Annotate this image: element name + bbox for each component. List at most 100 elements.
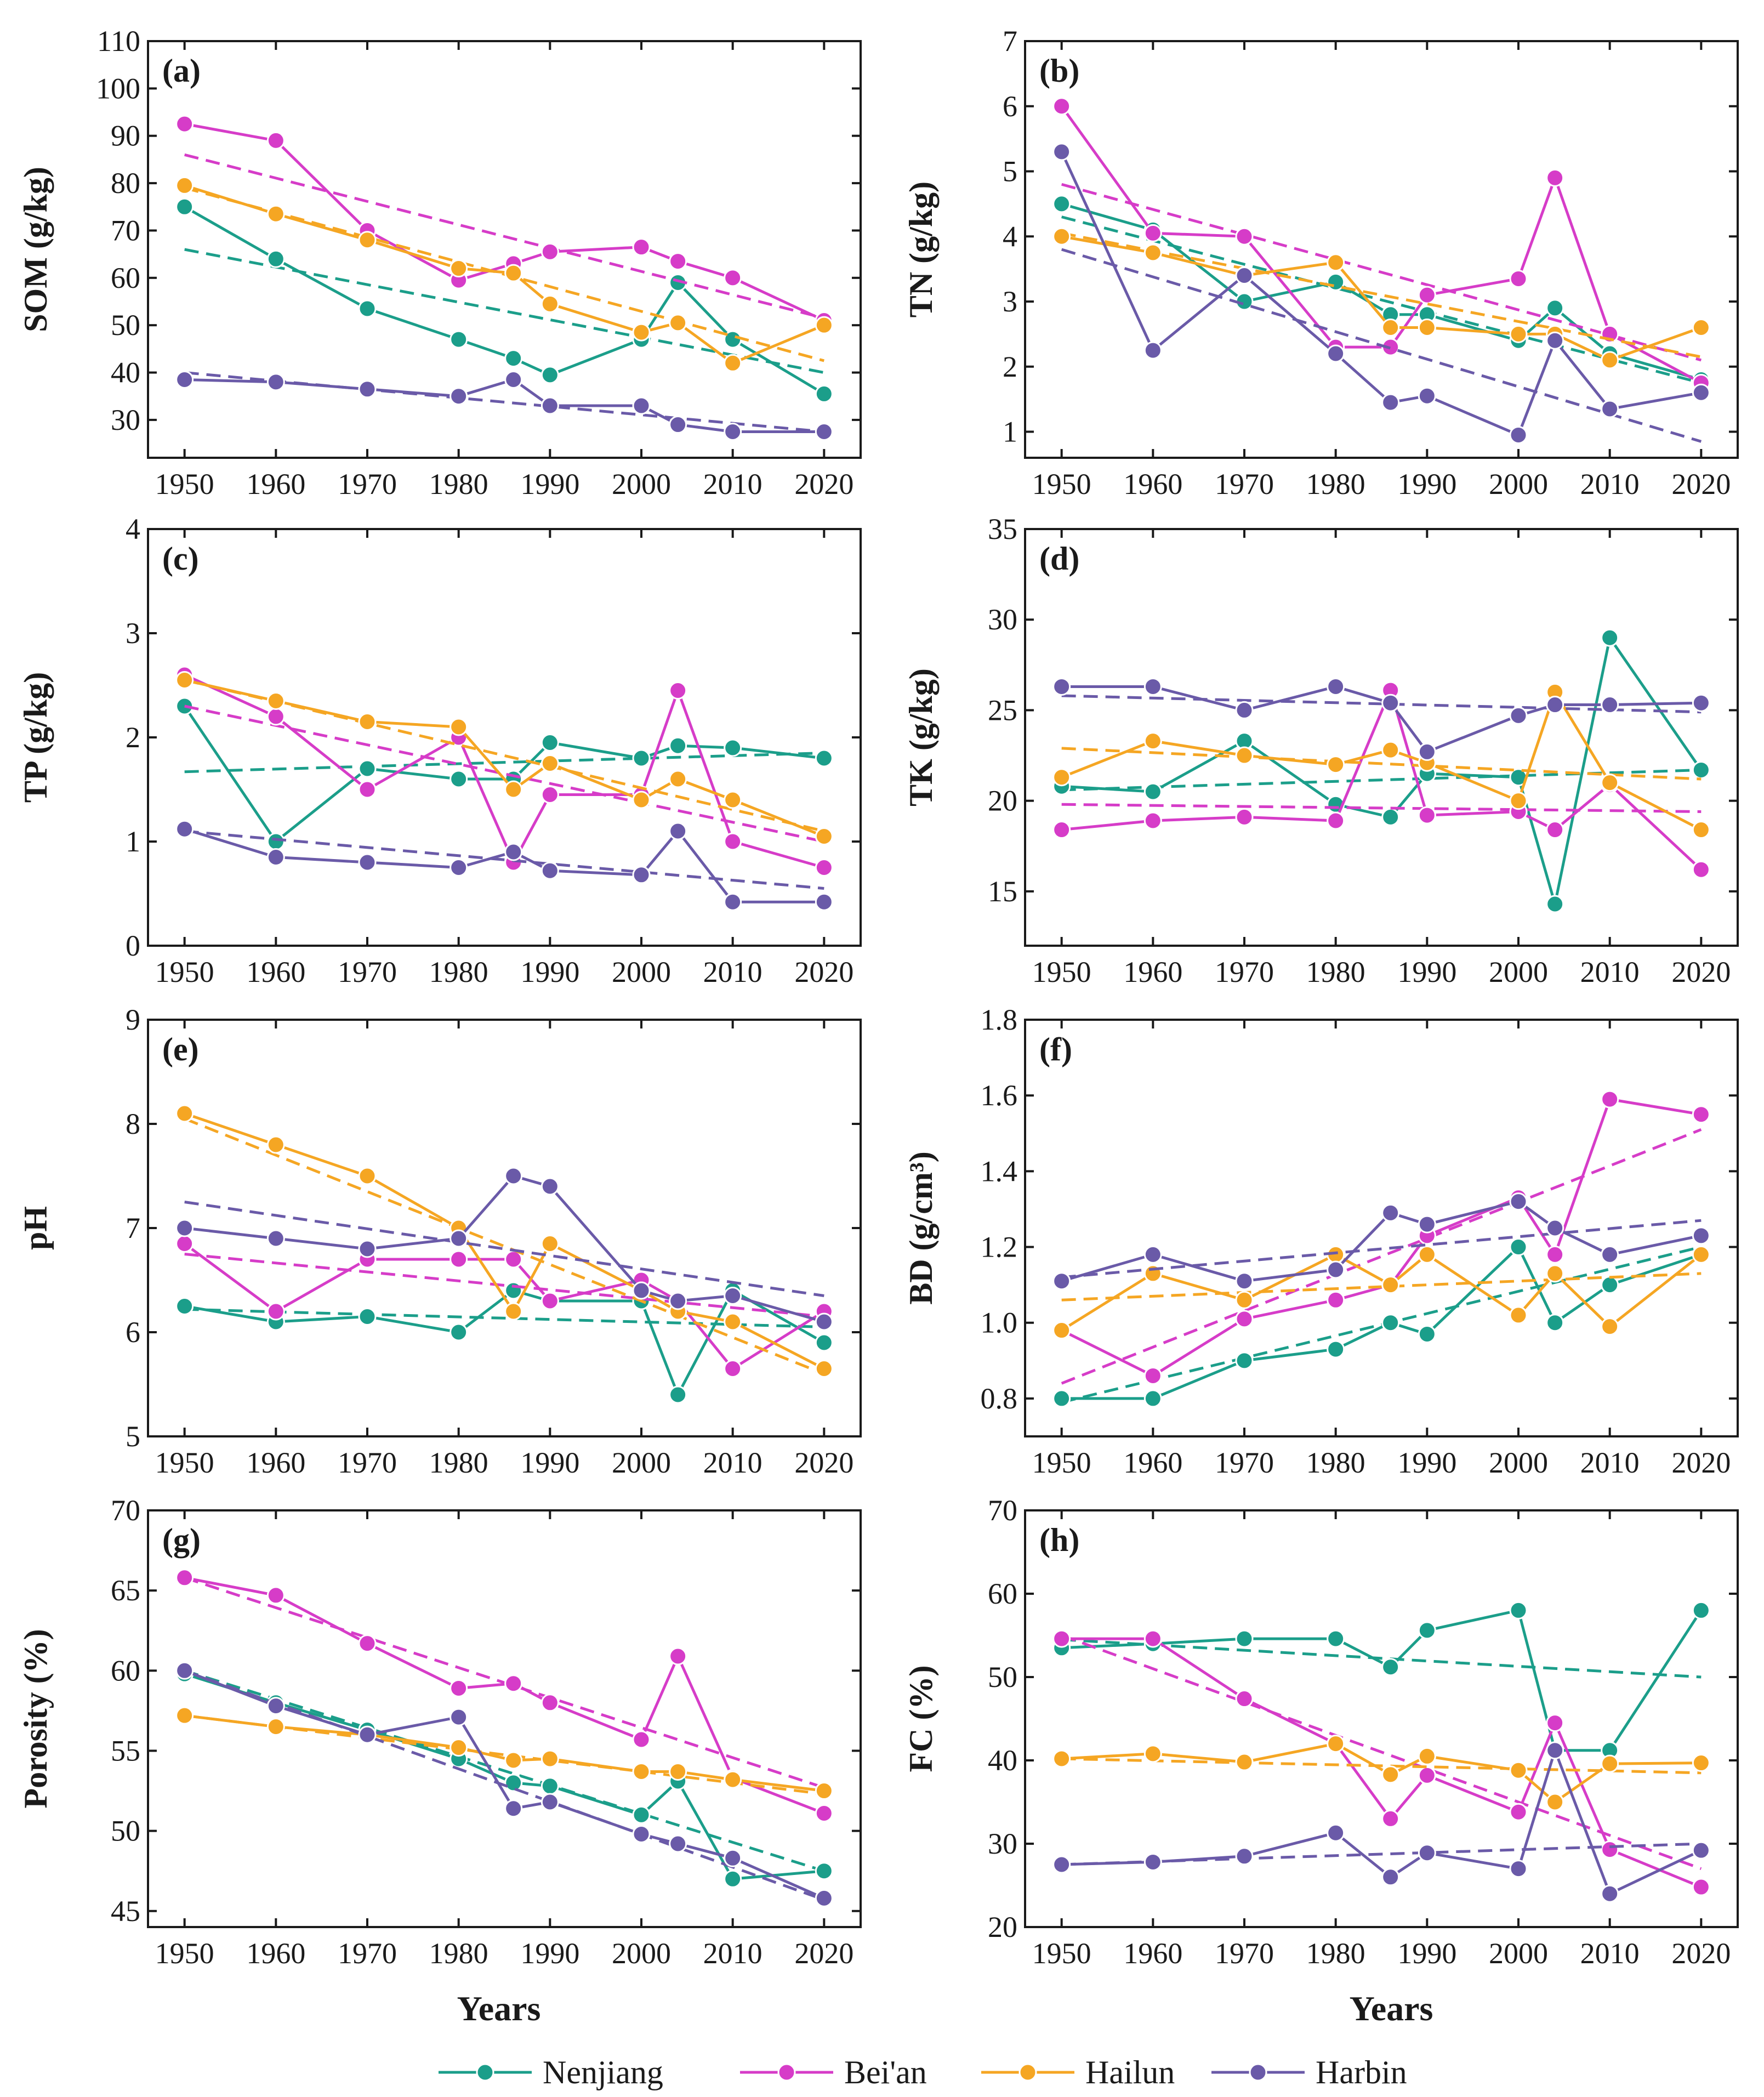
y-tick-label: 1.2	[981, 1231, 1018, 1264]
x-tick-label: 1990	[520, 1446, 579, 1479]
y-tick-label: 40	[988, 1744, 1017, 1777]
trend-line	[1061, 747, 1702, 781]
data-point	[504, 780, 523, 799]
data-point	[724, 832, 742, 851]
data-point	[669, 770, 687, 788]
data-point	[540, 1292, 559, 1310]
x-tick-label: 2020	[1671, 1446, 1731, 1479]
x-tick-label: 1960	[1123, 956, 1182, 988]
trend-line	[1061, 1842, 1702, 1866]
data-point	[540, 242, 559, 261]
series-line	[1061, 1637, 1702, 1889]
y-axis-label: TK (g/kg)	[903, 668, 939, 806]
series-line	[184, 1714, 824, 1792]
y-tick-label: 60	[111, 262, 140, 294]
y-tick-label: 6	[126, 1316, 140, 1349]
data-point	[669, 1762, 687, 1781]
x-tick-label: 1990	[520, 1937, 579, 1970]
data-point	[815, 384, 833, 403]
data-point	[175, 1235, 194, 1253]
y-tick-label: 1.4	[981, 1155, 1018, 1187]
data-point	[1381, 1658, 1400, 1677]
y-tick-label: 60	[111, 1654, 140, 1687]
data-point	[540, 754, 559, 772]
legend: Nenjiang Bei'an Hailun Harbin	[439, 2054, 1407, 2090]
series-line	[1061, 686, 1703, 871]
panel-label: (h)	[1039, 1522, 1079, 1558]
data-point	[1235, 1847, 1254, 1866]
y-tick-label: 9	[126, 1003, 140, 1036]
data-point	[1546, 1714, 1564, 1732]
x-tick-label: 1990	[1397, 468, 1456, 501]
data-point	[1327, 1629, 1345, 1648]
series-harbin	[1052, 1192, 1710, 1291]
x-tick-label: 1980	[429, 468, 488, 501]
x-tick-label: 2000	[612, 1937, 671, 1970]
y-tick-label: 30	[988, 603, 1017, 636]
y-tick-label: 7	[1003, 25, 1017, 58]
panel-label: (e)	[162, 1031, 199, 1067]
data-point	[504, 1167, 523, 1185]
series-harbin	[1052, 677, 1710, 761]
data-point	[1381, 1809, 1400, 1828]
data-point	[358, 1725, 377, 1744]
trend-line	[1061, 1219, 1702, 1279]
y-tick-label: 70	[988, 1494, 1017, 1527]
data-point	[815, 1782, 833, 1800]
panels: 1950 1960 1970 1980 1990 2000 2010 202030405060…	[18, 25, 1739, 1970]
trend-line	[1061, 694, 1702, 714]
data-point	[669, 681, 687, 700]
data-point	[815, 1333, 833, 1352]
data-point	[1327, 1340, 1345, 1359]
x-tick-label: 2020	[794, 1937, 853, 1970]
data-point	[669, 252, 687, 271]
data-point	[1601, 628, 1619, 647]
data-point	[1235, 701, 1254, 719]
data-point	[1546, 331, 1564, 350]
data-point	[1509, 1761, 1528, 1780]
data-point	[632, 1805, 651, 1824]
data-point	[540, 396, 559, 415]
data-point	[1235, 1291, 1254, 1309]
x-tick-label: 2000	[1489, 1937, 1548, 1970]
data-point	[815, 1312, 833, 1331]
panel-label: (g)	[162, 1522, 201, 1558]
data-point	[669, 822, 687, 840]
data-point	[1692, 1105, 1710, 1124]
series-nenjiang	[1052, 1238, 1710, 1408]
plot-frame	[147, 1509, 862, 1928]
data-point	[540, 1235, 559, 1253]
x-tick-label: 2010	[1580, 1937, 1640, 1970]
data-point	[449, 1679, 468, 1697]
data-point	[724, 738, 742, 757]
data-point	[1601, 1245, 1619, 1264]
data-point	[1601, 1276, 1619, 1294]
x-tick-label: 1950	[1032, 1446, 1091, 1479]
series-hailun	[1052, 683, 1710, 839]
data-point	[358, 853, 377, 872]
trend-line	[184, 1669, 825, 1873]
x-tick-label: 1950	[1032, 1937, 1091, 1970]
data-point	[175, 371, 194, 389]
panel-h: 1950 1960 1970 1980 1990 2000 2010 202020304050…	[903, 1494, 1739, 1970]
series-line	[1061, 1742, 1702, 1804]
data-point	[358, 380, 377, 399]
data-point	[632, 791, 651, 809]
panel-a: 1950 1960 1970 1980 1990 2000 2010 2020 30 40 50 60…	[18, 25, 862, 501]
x-tick-label: 2000	[612, 468, 671, 501]
x-tick-label: 1970	[1215, 468, 1274, 501]
data-point	[1327, 811, 1345, 830]
data-point	[449, 718, 468, 736]
y-axis-label: TN (g/kg)	[903, 181, 939, 317]
data-point	[1509, 325, 1528, 343]
data-point	[724, 1360, 742, 1378]
series-line	[184, 1112, 825, 1370]
data-point	[1143, 811, 1162, 830]
data-point	[358, 780, 377, 799]
y-tick-label: 5	[126, 1420, 140, 1453]
data-point	[1692, 760, 1710, 779]
data-point	[449, 1708, 468, 1726]
data-point	[449, 1229, 468, 1248]
data-point	[1546, 895, 1564, 913]
data-point	[1692, 1754, 1710, 1772]
